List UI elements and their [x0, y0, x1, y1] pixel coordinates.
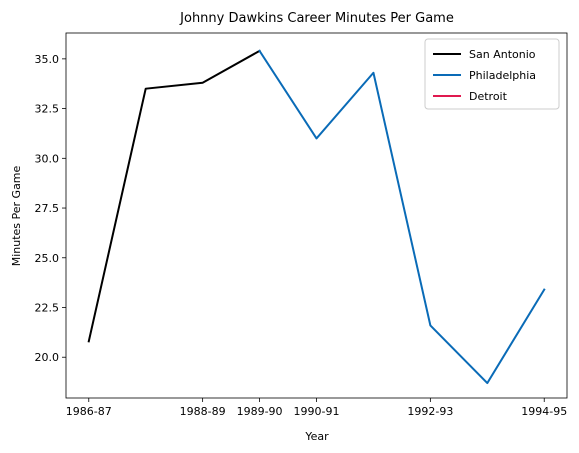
legend-box	[424, 38, 560, 110]
legend-label: Philadelphia	[469, 69, 536, 82]
x-tick-label: 1986-87	[66, 405, 112, 418]
y-tick-label: 27.5	[35, 202, 60, 215]
y-tick-label: 20.0	[35, 351, 60, 364]
y-tick-label: 30.0	[35, 152, 60, 165]
y-tick-label: 32.5	[35, 103, 60, 116]
legend-label: San Antonio	[469, 48, 536, 61]
legend: San Antonio Philadelphia Detroit	[424, 38, 560, 110]
x-tick-label: 1989-90	[237, 405, 283, 418]
x-tick-label: 1994-95	[521, 405, 567, 418]
x-tick-label: 1992-93	[407, 405, 453, 418]
x-axis-label: Year	[304, 430, 329, 443]
y-axis-label: Minutes Per Game	[10, 165, 23, 266]
x-tick-label: 1990-91	[294, 405, 340, 418]
y-tick-label: 25.0	[35, 252, 60, 265]
y-tick-label: 35.0	[35, 53, 60, 66]
series-line-philadelphia	[258, 49, 546, 385]
chart-title: Johnny Dawkins Career Minutes Per Game	[179, 11, 454, 26]
plot-area: 20.0 22.5 25.0 27.5 30.0 32.5 35.0 1986-87 1988-…	[35, 32, 568, 418]
series-line-san-antonio	[87, 49, 261, 343]
y-tick-label: 22.5	[35, 301, 60, 314]
legend-label: Detroit	[469, 90, 508, 103]
x-tick-label: 1988-89	[180, 405, 226, 418]
